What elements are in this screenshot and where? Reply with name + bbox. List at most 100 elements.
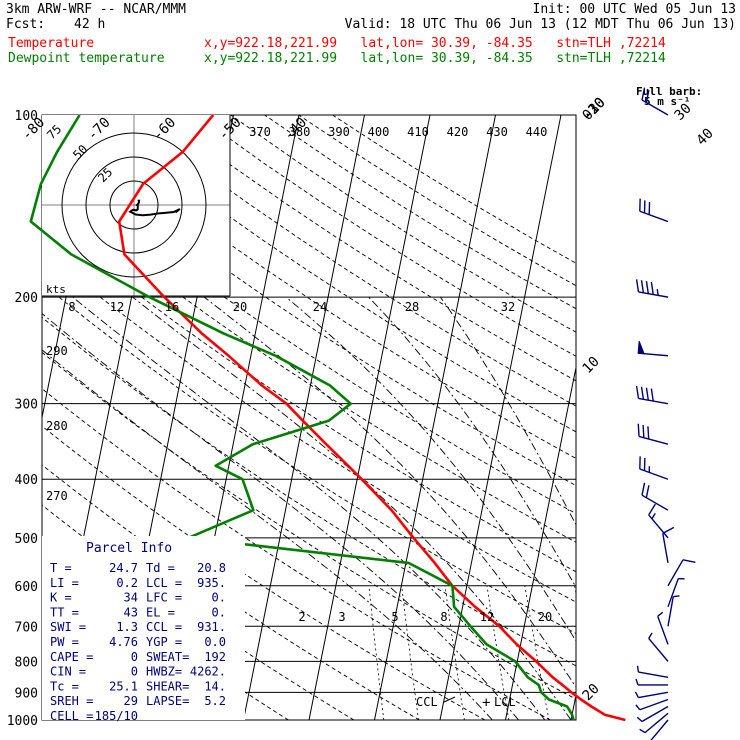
temperature-tick-label: 30 [672,101,695,124]
moist-adiabat-label: 24 [313,300,327,314]
wind-barb [637,423,669,445]
wind-barb-full [645,485,650,498]
potential-temperature-label: 370 [249,125,271,139]
parcel-param-name: Tc = [50,679,79,693]
hodograph-area [42,115,230,296]
parcel-info-row: K = 34 LFC = 0. [50,591,226,605]
wind-barb-full [648,503,656,516]
model-title: 3km ARW-WRF -- NCAR/MMM [6,2,187,17]
wind-barb-staff [641,705,669,723]
moist-adiabat-label: 8 [68,300,75,314]
parcel-param-name: CELL = [50,709,93,723]
wind-barb-staff [667,559,684,587]
wind-barb-full [650,281,654,295]
wind-barb [639,198,669,223]
pressure-tick-label: 1000 [7,714,38,729]
parcel-info-row: PW = 4.76 YGP = 0.0 [50,635,226,649]
parcel-param-value: 0 [131,650,138,664]
wind-barb [637,341,669,357]
pressure-tick-label: 500 [15,532,38,547]
parcel-param-name: EL = [146,605,175,619]
parcel-param-value: 1.3 [116,620,138,634]
wind-barb-half [634,691,640,698]
moist-adiabat-line [203,296,576,689]
dry-adiabat-line [298,115,576,287]
parcel-param-name: SWEAT= [146,650,189,664]
ccl-arrow [443,696,456,703]
isotherm-line [505,364,576,720]
wind-barb-half [635,678,639,686]
wind-barb-half [673,595,680,598]
parcel-info-row: Tc = 25.1 SHEAR= 14. [50,679,226,693]
wind-barb-full [650,388,654,402]
pressure-tick-label: 300 [15,398,38,413]
dry-adiabat-line [42,249,576,603]
parcel-param-value: 4262. [190,665,226,679]
wind-barb-staff [662,533,669,564]
wind-barb [635,385,669,405]
dewpoint-profile [29,114,575,721]
wind-barb-half [636,716,643,723]
pressure-tick-label: 600 [15,580,38,595]
parcel-param-name: LI = [50,576,79,590]
parcel-param-value: 931. [197,620,226,634]
wind-barb-half [648,632,653,639]
wind-barb-half [639,728,646,734]
mixing-ratio-label: 3 [338,610,345,624]
wind-barb-full [637,423,640,437]
wind-barb-full [641,482,646,496]
lcl-marker: + [482,695,490,711]
dry-adiabat-line [42,425,486,720]
wind-barb [636,705,669,723]
wind-barb [667,577,685,608]
forecast-label: Fcst: [6,17,46,32]
wind-barb [667,595,680,627]
sounding-profiles: CCL + LCL [29,114,626,722]
parcel-param-name: YGP = [146,635,182,649]
dry-adiabat-line [162,115,576,382]
dry-adiabat-line [60,115,576,459]
moist-adiabat-label: 20 [233,300,247,314]
parcel-info-row: TT = 43 EL = 0. [50,605,226,619]
wind-barb-full [645,387,649,401]
isotherm-line [243,115,365,720]
parcel-param-name: LCL = [146,576,182,590]
parcel-param-value: 29 [124,694,138,708]
wind-barbs [634,87,696,740]
dewpoint-legend: Dewpoint temperature [8,51,165,66]
dry-adiabat-line [42,316,576,667]
isotherm-line [702,115,740,720]
wind-barb-full [682,559,696,564]
potential-temperature-label: 430 [486,125,508,139]
parcel-param-name: SHEAR= [146,679,189,693]
parcel-param-name: HWBZ= [146,665,182,679]
parcel-param-value: 20.8 [197,561,226,575]
temperature-location: x,y=922.18,221.99 lat,lon= 30.39, -84.35… [204,36,666,51]
wind-barb-full [641,87,646,101]
lcl-label: LCL [494,695,516,709]
wind-barb-flag [637,341,645,355]
parcel-param-value: 0.0 [204,635,226,649]
parcel-param-name: SWI = [50,620,86,634]
wind-barb [635,279,669,298]
wind-barb [641,482,669,511]
moist-adiabat-label: 28 [405,300,419,314]
pressure-tick-label: 900 [15,686,38,701]
wind-barb-half [635,704,641,711]
potential-temperature-label: 390 [328,125,350,139]
pressure-tick-label: 400 [15,473,38,488]
parcel-param-name: TT = [50,605,79,619]
dry-adiabat-label: 290 [46,344,68,358]
mixing-ratio-label: 2 [298,610,305,624]
parcel-info-box: Parcel Info T = 24.7 Td = 20.8 LI = 0.2 LCL = 93… [42,536,245,723]
parcel-param-value: 0 [131,665,138,679]
moist-adiabat-line [285,296,576,642]
dry-adiabat-line [332,115,576,264]
wind-barb [641,87,669,116]
wind-barb [639,456,669,480]
parcel-param-value: 43 [124,605,138,619]
isotherm-line [637,115,740,720]
wind-barb-half [657,611,664,617]
